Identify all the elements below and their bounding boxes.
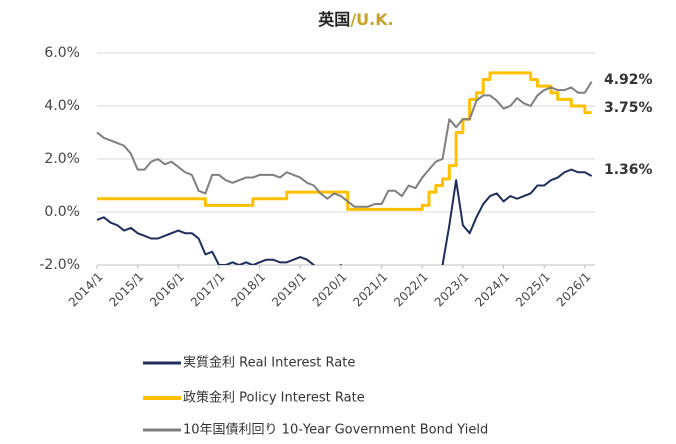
y-tick-label: 0.0%	[44, 204, 80, 220]
y-tick-label: 4.0%	[44, 98, 80, 114]
title-main: 英国	[317, 10, 350, 29]
end-label: 3.75%	[604, 100, 653, 116]
x-tick-label: 2024/1	[472, 270, 512, 310]
series-line	[96, 81, 593, 208]
y-tick-label: 6.0%	[44, 45, 80, 61]
lines	[96, 71, 593, 265]
series-line	[97, 71, 592, 211]
x-tick-label: 2026/1	[554, 270, 594, 310]
end-label: 1.36%	[604, 162, 653, 178]
x-tick-label: 2015/1	[106, 270, 146, 310]
x-tick-label: 2021/1	[350, 270, 390, 310]
x-tick-label: 2014/1	[66, 270, 106, 310]
end-label: 4.92%	[604, 72, 653, 88]
x-tick-label: 2018/1	[228, 270, 268, 310]
x-tick-label: 2022/1	[391, 270, 431, 310]
x-tick-label: 2016/1	[147, 270, 187, 310]
legend-label: 10年国債利回り 10-Year Government Bond Yield	[183, 423, 488, 438]
x-tick-label: 2017/1	[188, 270, 228, 310]
y-tick-label: -2.0%	[39, 257, 80, 273]
x-tick-label: 2025/1	[513, 270, 553, 310]
legend-label: 政策金利 Policy Interest Rate	[183, 390, 365, 406]
series-line	[96, 168, 593, 265]
legend-label: 実質金利 Real Interest Rate	[183, 355, 355, 371]
labels: -2.0%0.0%2.0%4.0%6.0%2014/1 2015/1 2016/1 2…	[39, 45, 652, 438]
grid	[96, 52, 595, 269]
x-tick-label: 2019/1	[269, 270, 309, 310]
x-tick-label: 2023/1	[432, 270, 472, 310]
title-suffix: /U.K.	[350, 10, 393, 29]
y-tick-label: 2.0%	[44, 151, 80, 167]
chart-title: 英国/U.K.	[317, 10, 393, 29]
x-tick-label: 2020/1	[310, 270, 350, 310]
